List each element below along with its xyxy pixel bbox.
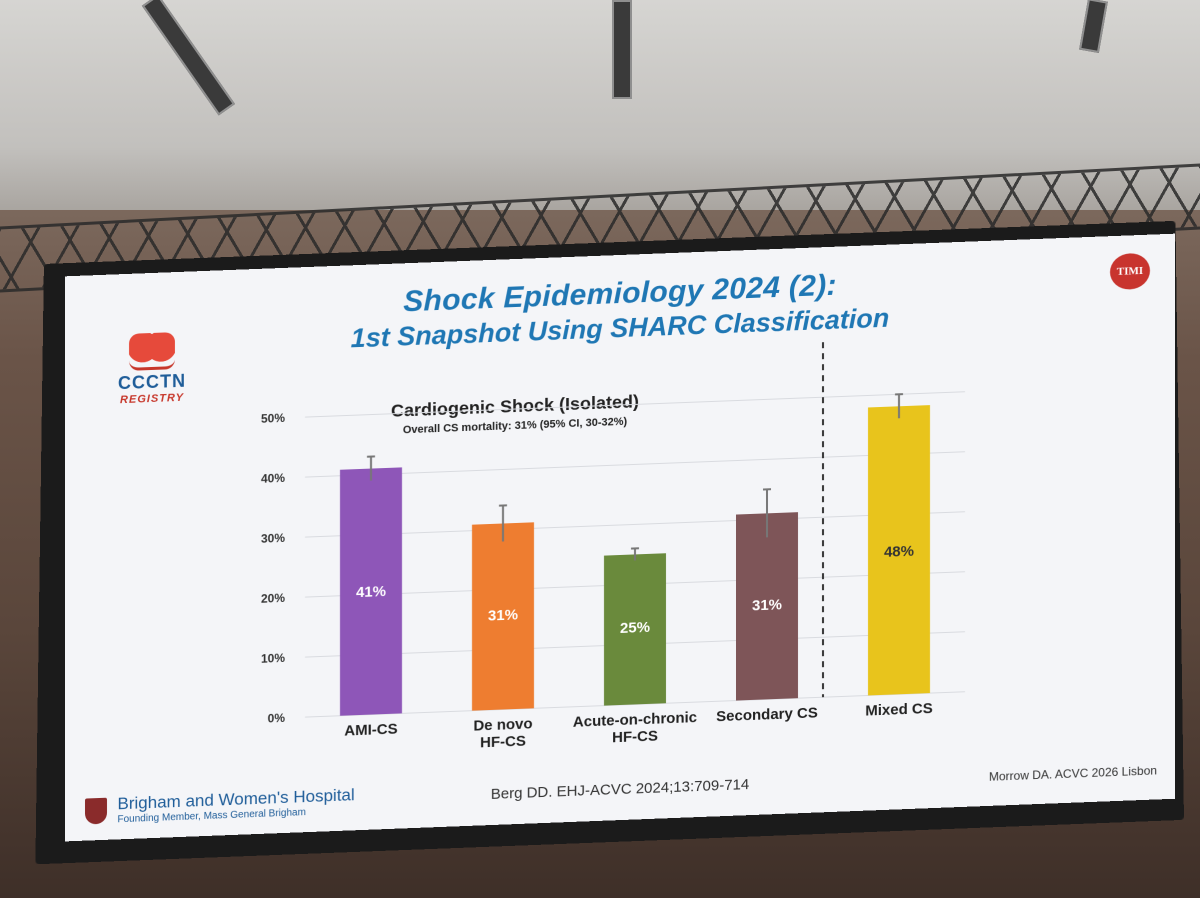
y-tick-label: 0% [268,711,286,726]
x-tick-label: HF-CS [612,728,658,747]
x-tick-label: Secondary CS [716,704,818,725]
x-tick-label: AMI-CS [344,721,397,740]
x-tick-label: HF-CS [480,733,526,752]
y-tick-label: 10% [261,651,285,666]
x-tick-label: Acute-on-chronic [573,709,697,731]
bar [472,522,534,711]
presentation-slide: Shock Epidemiology 2024 (2): 1st Snapsho… [65,233,1175,842]
ceiling-light [612,0,632,99]
y-tick-label: 20% [261,591,285,606]
y-tick-label: 50% [261,411,285,426]
bar-chart: Cardiogenic Shock (Isolated) Overall CS … [261,342,965,752]
data-label: 31% [488,607,518,625]
x-tick-label: Mixed CS [865,700,932,720]
grid-line [305,451,965,478]
bar [604,553,666,706]
data-label: 31% [752,597,782,615]
bar [868,405,930,696]
data-label: 48% [884,542,914,560]
grid-line [305,511,965,538]
y-tick-label: 40% [261,471,285,486]
bar [340,467,402,716]
y-tick-label: 30% [261,531,285,546]
bar [736,512,798,701]
data-label: 41% [356,583,386,601]
data-label: 25% [620,619,650,637]
x-tick-label: De novo [473,715,532,734]
grid-line [305,391,965,418]
